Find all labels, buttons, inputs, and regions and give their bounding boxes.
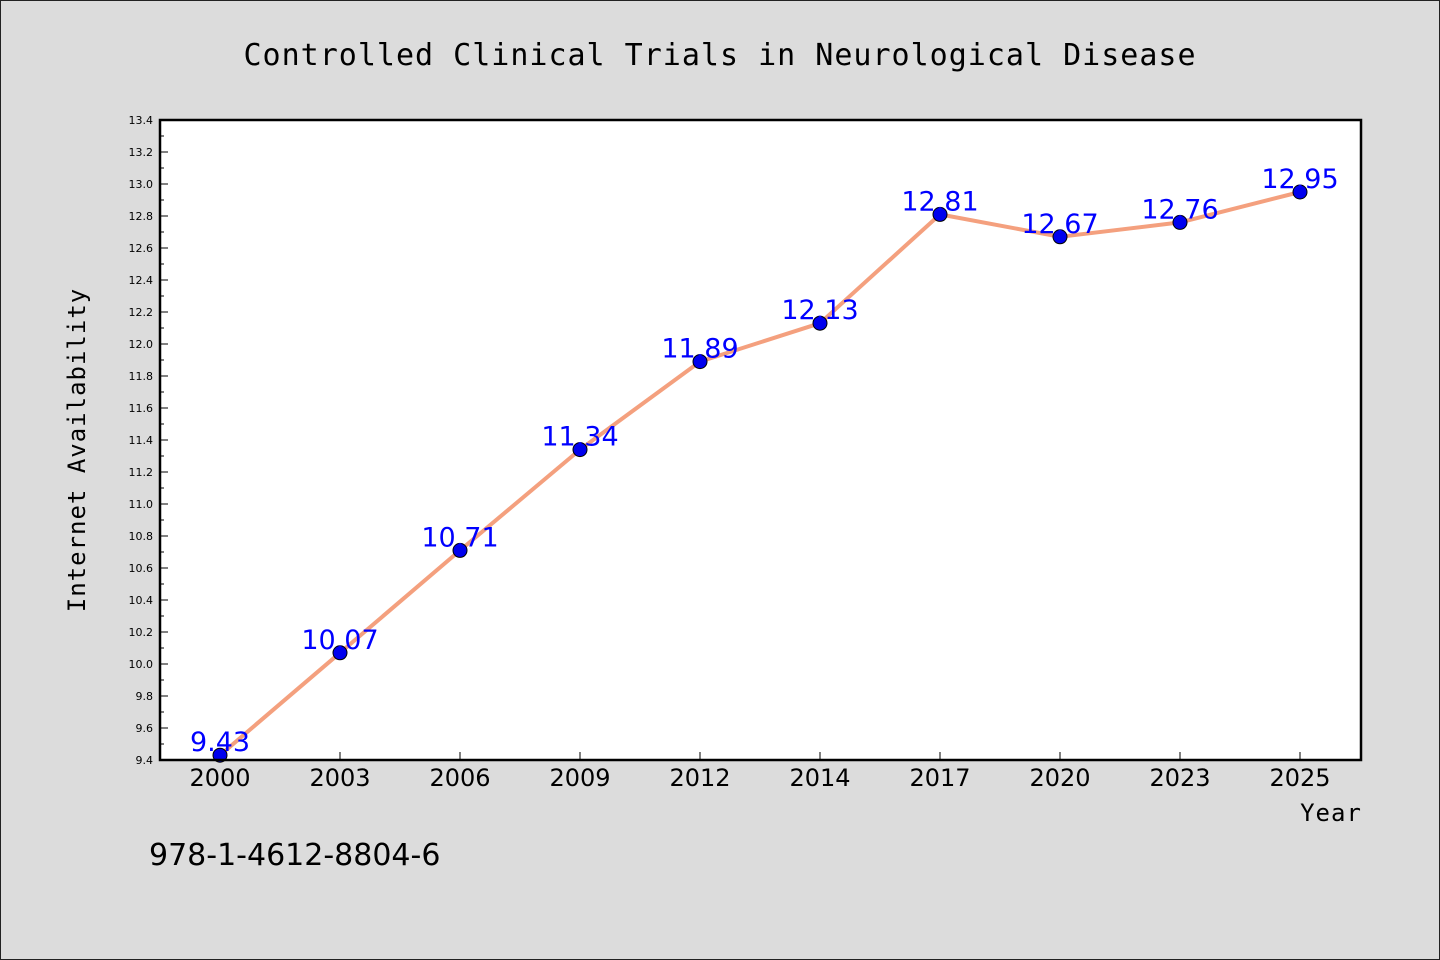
x-tick-label: 2017 [909,764,970,792]
data-label: 10.07 [301,625,378,656]
x-tick-label: 2006 [429,764,490,792]
y-tick-label: 9.8 [136,690,154,703]
y-tick-label: 13.0 [129,178,154,191]
x-tick-label: 2014 [789,764,850,792]
y-tick-label: 11.8 [129,370,154,383]
data-label: 12.67 [1021,209,1098,240]
y-tick-label: 13.4 [129,114,154,127]
data-labels: 9.43 10.07 10.71 11.34 11.89 12.13 12.81 12.67 1… [190,164,1339,758]
y-tick-label: 9.4 [136,754,154,767]
data-point [332,645,348,661]
data-point [572,442,588,458]
y-tick-label: 10.0 [129,658,154,671]
y-tick-label: 10.4 [129,594,154,607]
data-label: 12.76 [1141,194,1218,225]
y-tick-label: 9.6 [136,722,154,735]
data-label: 12.13 [781,295,858,326]
x-axis-label: Year [1300,799,1362,827]
plot-frame [158,118,1363,762]
x-tick-label: 2003 [309,764,370,792]
y-tick-label: 11.2 [129,466,154,479]
y-tick-label: 11.0 [129,498,154,511]
y-tick-label: 12.8 [129,210,154,223]
data-point [1292,184,1308,200]
y-tick-label: 10.2 [129,626,154,639]
x-tick-labels: 2000 2003 2006 2009 2012 2014 2017 2020 2023 2025 [189,764,1330,792]
x-tick-label: 2012 [669,764,730,792]
y-tick-labels: 9.4 9.6 9.8 10.0 10.2 10.4 10.6 10.8 11.0 11.2 11.… [129,114,154,767]
data-label: 12.95 [1261,164,1338,195]
data-point [812,315,828,331]
data-point [932,206,948,222]
y-tick-label: 12.4 [129,274,154,287]
y-tick-label: 10.8 [129,530,154,543]
x-tick-label: 2000 [189,764,250,792]
data-point [452,542,468,558]
data-point [692,354,708,370]
data-label: 11.34 [541,422,618,453]
isbn-text: 978-1-4612-8804-6 [149,838,440,873]
x-tick-label: 2009 [549,764,610,792]
axis-ticks [160,119,1301,761]
y-tick-label: 12.2 [129,306,154,319]
y-tick-label: 12.0 [129,338,154,351]
data-label: 12.81 [901,186,978,217]
y-tick-label: 13.2 [129,146,154,159]
y-tick-label: 11.4 [129,434,154,447]
data-point [1172,214,1188,230]
chart-title: Controlled Clinical Trials in Neurologic… [243,38,1196,73]
series-line [218,190,1301,757]
data-label: 10.71 [421,522,498,553]
y-tick-label: 12.6 [129,242,154,255]
x-tick-label: 2025 [1269,764,1330,792]
data-label: 11.89 [661,334,738,365]
x-tick-label: 2023 [1149,764,1210,792]
y-axis-label: Internet Availability [63,288,91,612]
series-markers [212,184,1308,763]
y-tick-label: 11.6 [129,402,154,415]
data-point [212,747,228,763]
y-tick-label: 10.6 [129,562,154,575]
x-tick-label: 2020 [1029,764,1090,792]
data-label: 9.43 [190,727,250,758]
data-point [1052,229,1068,245]
